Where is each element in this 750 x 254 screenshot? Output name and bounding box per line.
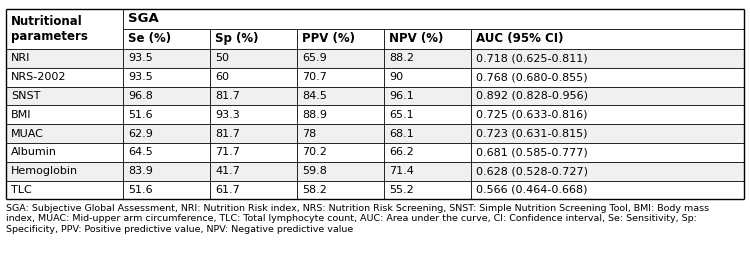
Text: SGA: Subjective Global Assessment, NRI: Nutrition Risk index, NRS: Nutrition Ris: SGA: Subjective Global Assessment, NRI: … [6, 204, 710, 234]
Text: SNST: SNST [11, 91, 40, 101]
Text: 70.2: 70.2 [302, 147, 327, 157]
Text: TLC: TLC [11, 185, 32, 195]
Text: 0.628 (0.528-0.727): 0.628 (0.528-0.727) [476, 166, 588, 176]
Text: 83.9: 83.9 [128, 166, 153, 176]
Text: 81.7: 81.7 [215, 129, 240, 138]
Text: Hemoglobin: Hemoglobin [11, 166, 78, 176]
Text: 96.8: 96.8 [128, 91, 153, 101]
Text: 62.9: 62.9 [128, 129, 153, 138]
Text: BMI: BMI [11, 110, 32, 120]
Text: NRS-2002: NRS-2002 [11, 72, 67, 82]
Text: 71.4: 71.4 [389, 166, 414, 176]
Text: 0.723 (0.631-0.815): 0.723 (0.631-0.815) [476, 129, 588, 138]
Bar [6, 9, 122, 49]
Bar [6, 181, 744, 199]
Text: 55.2: 55.2 [389, 185, 414, 195]
Bar [122, 29, 744, 49]
Text: NPV (%): NPV (%) [389, 33, 443, 45]
Bar [6, 124, 744, 143]
Text: 50: 50 [215, 53, 229, 63]
Text: 0.566 (0.464-0.668): 0.566 (0.464-0.668) [476, 185, 588, 195]
Text: 0.892 (0.828-0.956): 0.892 (0.828-0.956) [476, 91, 588, 101]
Bar [6, 143, 744, 162]
Bar [6, 49, 744, 68]
Text: 90: 90 [389, 72, 404, 82]
Text: Se (%): Se (%) [128, 33, 171, 45]
Text: PPV (%): PPV (%) [302, 33, 355, 45]
Text: 41.7: 41.7 [215, 166, 240, 176]
Text: 70.7: 70.7 [302, 72, 327, 82]
Text: Nutritional
parameters: Nutritional parameters [11, 15, 88, 43]
Text: 0.718 (0.625-0.811): 0.718 (0.625-0.811) [476, 53, 588, 63]
Text: 93.5: 93.5 [128, 72, 152, 82]
Text: 66.2: 66.2 [389, 147, 414, 157]
Text: 65.9: 65.9 [302, 53, 327, 63]
Text: 93.3: 93.3 [215, 110, 240, 120]
Text: 60: 60 [215, 72, 229, 82]
Text: 93.5: 93.5 [128, 53, 152, 63]
Text: SGA: SGA [128, 12, 158, 25]
Text: 58.2: 58.2 [302, 185, 327, 195]
Text: MUAC: MUAC [11, 129, 44, 138]
Text: 96.1: 96.1 [389, 91, 414, 101]
Text: AUC (95% CI): AUC (95% CI) [476, 33, 564, 45]
Text: 65.1: 65.1 [389, 110, 414, 120]
Text: 68.1: 68.1 [389, 129, 414, 138]
Text: 81.7: 81.7 [215, 91, 240, 101]
Text: 0.768 (0.680-0.855): 0.768 (0.680-0.855) [476, 72, 588, 82]
Text: 51.6: 51.6 [128, 110, 152, 120]
Text: 88.9: 88.9 [302, 110, 327, 120]
Text: 64.5: 64.5 [128, 147, 152, 157]
Text: 0.681 (0.585-0.777): 0.681 (0.585-0.777) [476, 147, 588, 157]
Text: 61.7: 61.7 [215, 185, 240, 195]
Text: 59.8: 59.8 [302, 166, 327, 176]
Text: 78: 78 [302, 129, 316, 138]
Text: 84.5: 84.5 [302, 91, 327, 101]
Text: Albumin: Albumin [11, 147, 57, 157]
Text: Sp (%): Sp (%) [215, 33, 259, 45]
Bar [6, 105, 744, 124]
Bar [6, 68, 744, 87]
Text: 0.725 (0.633-0.816): 0.725 (0.633-0.816) [476, 110, 588, 120]
Text: 51.6: 51.6 [128, 185, 152, 195]
Bar [6, 87, 744, 105]
Bar [122, 9, 744, 29]
Text: NRI: NRI [11, 53, 31, 63]
Text: 88.2: 88.2 [389, 53, 414, 63]
Text: 71.7: 71.7 [215, 147, 240, 157]
Bar [6, 162, 744, 181]
